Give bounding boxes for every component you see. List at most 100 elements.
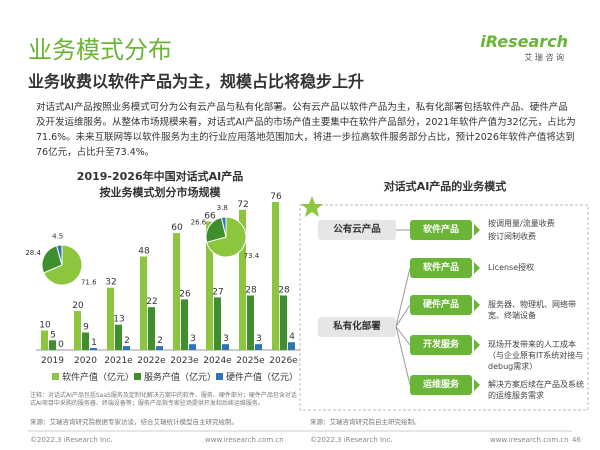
chart-subtitle: 按业务模式划分市场规模 — [99, 186, 221, 199]
frame — [299, 204, 589, 411]
pie-label: 4.5 — [52, 232, 63, 240]
connector — [395, 304, 411, 327]
page-number: 46 — [572, 436, 581, 444]
value-label: 4 — [289, 332, 295, 342]
product-box: 开发服务 — [410, 335, 472, 355]
bar — [49, 340, 56, 350]
bar — [156, 346, 163, 350]
value-label: 76 — [270, 192, 282, 202]
footer: ©2022.3 iResearch Inc. — [30, 436, 113, 444]
footer: www.iresearch.com.cn — [490, 436, 569, 444]
connector — [395, 326, 411, 386]
pie-slice — [205, 216, 227, 243]
x-tick-label: 2019 — [41, 356, 64, 366]
bar — [222, 344, 229, 350]
bar — [140, 256, 147, 350]
source: 来源：艾瑞咨询研究院自主研究绘制。 — [310, 418, 421, 426]
detail: 现场开发带来的人工成本（与企业原有IT系统对接与debug需求） — [488, 340, 584, 371]
footer: www.iresearch.com.cn — [205, 436, 284, 444]
value-label: 2 — [157, 336, 163, 346]
legend-label: 硬件产值（亿元） — [226, 371, 298, 383]
bar — [247, 295, 254, 350]
x-tick-label: 2020 — [74, 356, 97, 366]
value-label: 60 — [171, 223, 183, 233]
bar — [123, 346, 130, 350]
pie-label: 3.8 — [217, 204, 228, 212]
bar — [288, 342, 295, 350]
bar — [82, 332, 89, 350]
pie-label: 28.4 — [25, 249, 41, 257]
bar — [189, 344, 196, 350]
bar — [214, 297, 221, 350]
title: 业务模式分布 — [28, 36, 172, 64]
detail: 解决方案后续在产品及系统的运维服务需求 — [488, 380, 584, 400]
value-label: 28 — [278, 285, 290, 295]
arrow — [474, 379, 480, 391]
logo: iResearch — [480, 32, 568, 51]
legend-label: 软件产值（亿元） — [62, 371, 134, 383]
legend-label: 服务产值（亿元） — [144, 371, 216, 383]
bar — [206, 221, 213, 350]
bar — [41, 330, 48, 350]
bar — [173, 233, 180, 350]
value-label: 26 — [179, 289, 191, 299]
value-label: 10 — [39, 321, 51, 331]
footer: ©2022.3 iResearch Inc. — [310, 436, 393, 444]
product-box: 软件产品 — [410, 258, 472, 278]
value-label: 3 — [223, 334, 229, 344]
value-label: 48 — [138, 247, 150, 257]
pie-slice — [220, 216, 227, 238]
arrow — [474, 339, 480, 351]
connector — [395, 326, 411, 346]
arrow — [474, 224, 480, 236]
value-label: 22 — [146, 297, 157, 307]
detail: 服务器、物理机、网络带宽、终端设备 — [488, 300, 576, 320]
legend-swatch — [216, 373, 223, 380]
star — [301, 196, 323, 217]
chart-title: 2019-2026年中国对话式AI产品 — [76, 170, 244, 183]
pie-label: 26.6 — [191, 219, 207, 227]
bar — [239, 209, 246, 350]
product-box: 软件产品 — [410, 220, 472, 240]
paragraph: 对话式AI产品按照业务模式可分为公有云产品与私有化部署。公有云产品以软件产品为主… — [36, 102, 576, 158]
bar — [107, 287, 114, 350]
group-label: 公有云产品 — [318, 220, 396, 240]
pie-label: 73.4 — [244, 252, 260, 260]
bar — [148, 307, 155, 350]
value-label: 0 — [58, 340, 64, 350]
value-label: 9 — [83, 322, 89, 332]
subtitle: 业务收费以软件产品为主，规模占比将稳步上升 — [28, 72, 365, 91]
bar — [181, 299, 188, 350]
product-box: 硬件产品 — [410, 295, 472, 315]
bar — [115, 324, 122, 350]
value-label: 66 — [204, 211, 216, 221]
source: 来源：艾瑞咨询研究院根据专家访谈，结合艾瑞统计模型自主研究绘制。 — [30, 418, 238, 426]
value-label: 2 — [124, 336, 130, 346]
value-label: 32 — [105, 278, 116, 288]
pie-slice — [56, 244, 63, 266]
x-tick-label: 2024e — [203, 356, 232, 366]
value-label: 72 — [237, 200, 248, 210]
bar — [272, 202, 279, 350]
legend-swatch — [52, 373, 59, 380]
bar — [280, 295, 287, 350]
value-label: 3 — [190, 334, 196, 344]
pie-label: 71.6 — [81, 278, 97, 286]
product-box: 运维服务 — [410, 375, 472, 395]
x-tick-label: 2025e — [236, 356, 265, 366]
x-tick-label: 2022e — [137, 356, 166, 366]
pie-slice — [41, 245, 63, 274]
bar — [90, 348, 97, 350]
bar — [255, 344, 262, 350]
note: 注释：对话式AI产品包括SaaS服务及定制化解决方案中的软件、服务、硬件部分；硬… — [30, 392, 297, 407]
x-tick-label: 2023e — [170, 356, 199, 366]
group-label: 私有化部署 — [318, 316, 396, 337]
value-label: 20 — [72, 301, 84, 311]
value-label: 3 — [256, 334, 262, 344]
legend-swatch — [134, 373, 141, 380]
logo-sub: 艾 瑞 咨 询 — [524, 53, 564, 62]
value-label: 27 — [212, 287, 223, 297]
value-label: 13 — [113, 315, 124, 325]
